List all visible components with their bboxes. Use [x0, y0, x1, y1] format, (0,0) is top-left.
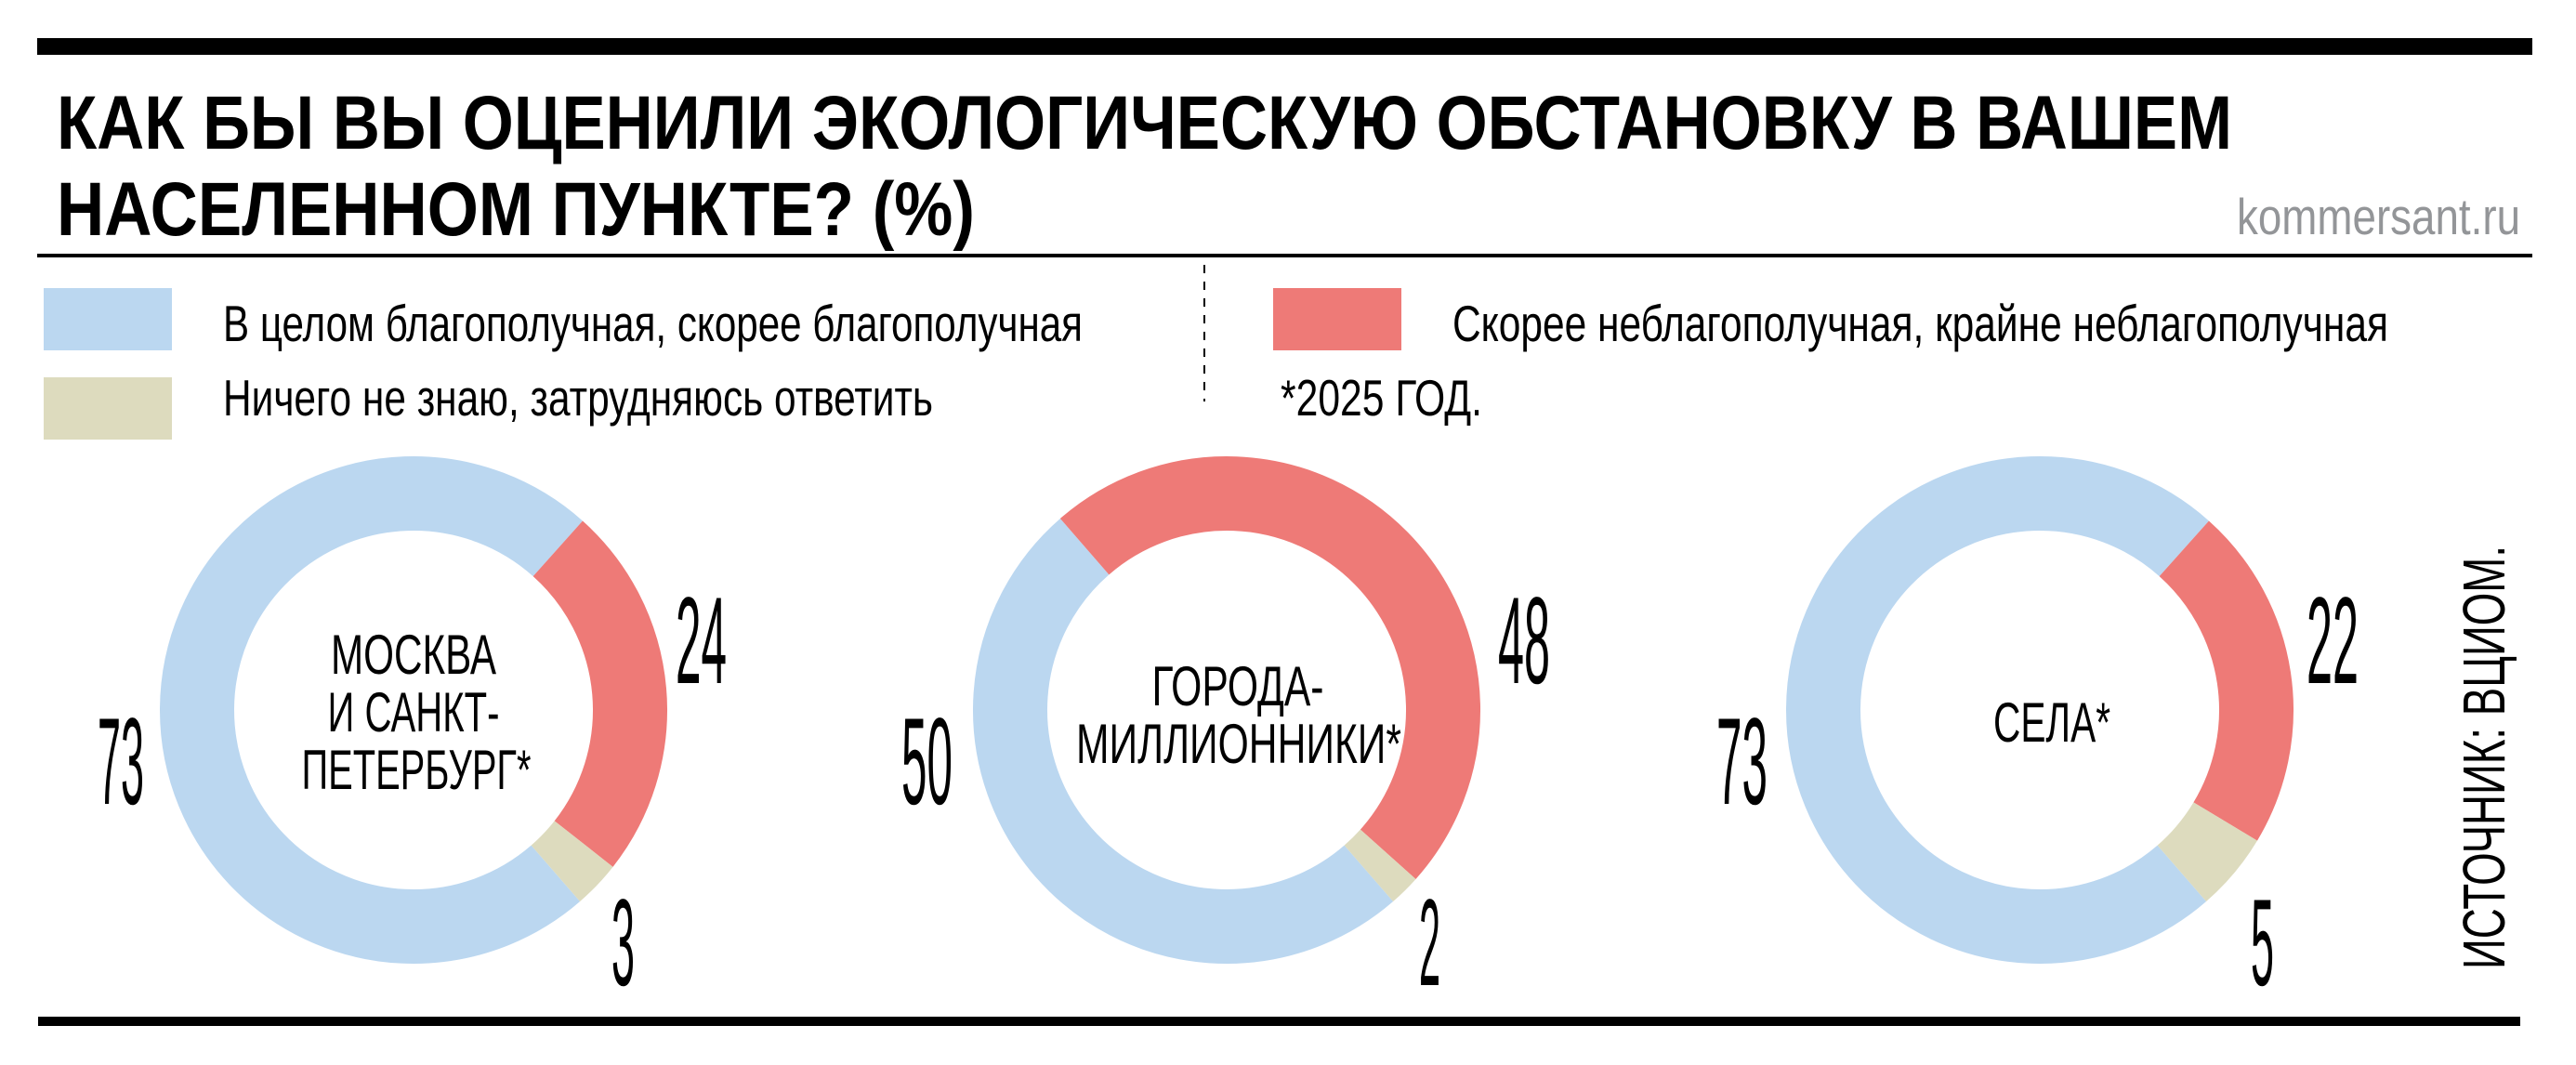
donut-villages: СЕЛА* 73 22 5: [1716, 456, 2359, 1012]
source-credit: ИСТОЧНИК: ВЦИОМ.: [2451, 546, 2517, 969]
donut-moscow-spb: МОСКВА И САНКТ- ПЕТЕРБУРГ* 73 24 3: [98, 456, 727, 1012]
year-note: *2025 ГОД.: [1281, 369, 1482, 427]
donut-center-label: И САНКТ-: [328, 681, 500, 743]
segment-unknown: [530, 820, 613, 902]
top-rule: [37, 38, 2532, 55]
value-negative: 48: [1498, 572, 1550, 710]
value-positive: 73: [1716, 693, 1768, 831]
donut-center-label: МОСКВА: [331, 624, 496, 686]
legend-label-unknown: Ничего не знаю, затрудняюсь ответить: [223, 369, 933, 427]
value-unknown: 2: [1419, 874, 1440, 1012]
legend: В целом благополучная, скорее благополуч…: [44, 265, 2388, 440]
value-positive: 50: [901, 693, 953, 831]
value-negative: 22: [2307, 572, 2359, 710]
segment-negative: [532, 520, 667, 867]
donut-center-label: ПЕТЕРБУРГ*: [302, 739, 532, 801]
legend-label-positive: В целом благополучная, скорее благополуч…: [223, 295, 1083, 352]
segment-negative: [2159, 520, 2293, 841]
value-positive: 73: [98, 693, 144, 831]
donut-million-cities: ГОРОДА- МИЛЛИОННИКИ* 50 48 2: [901, 456, 1550, 1012]
value-unknown: 3: [611, 874, 635, 1012]
segment-positive: [973, 519, 1394, 964]
segment-negative: [1059, 456, 1480, 879]
title-line-2: НАСЕЛЕННОМ ПУНКТЕ? (%): [57, 167, 975, 252]
legend-swatch-unknown: [44, 377, 172, 440]
segment-unknown: [1344, 829, 1416, 902]
brand-link[interactable]: kommersant.ru: [2237, 188, 2520, 245]
legend-label-negative: Скорее неблагополучная, крайне неблагопо…: [1452, 295, 2388, 352]
donut-center-label: МИЛЛИОННИКИ*: [1076, 713, 1401, 775]
segment-unknown: [2156, 801, 2258, 902]
segment-positive: [1786, 456, 2209, 964]
title-line-1: КАК БЫ ВЫ ОЦЕНИЛИ ЭКОЛОГИЧЕСКУЮ ОБСТАНОВ…: [57, 81, 2232, 165]
value-negative: 24: [676, 572, 727, 710]
segment-positive: [160, 456, 583, 964]
value-unknown: 5: [2251, 874, 2274, 1012]
donut-center-label: СЕЛА*: [1993, 691, 2110, 754]
donut-center-label: ГОРОДА-: [1152, 655, 1324, 717]
legend-swatch-positive: [44, 288, 172, 350]
legend-swatch-negative: [1273, 288, 1401, 350]
bottom-rule: [38, 1017, 2520, 1026]
header-rule: [37, 254, 2532, 257]
